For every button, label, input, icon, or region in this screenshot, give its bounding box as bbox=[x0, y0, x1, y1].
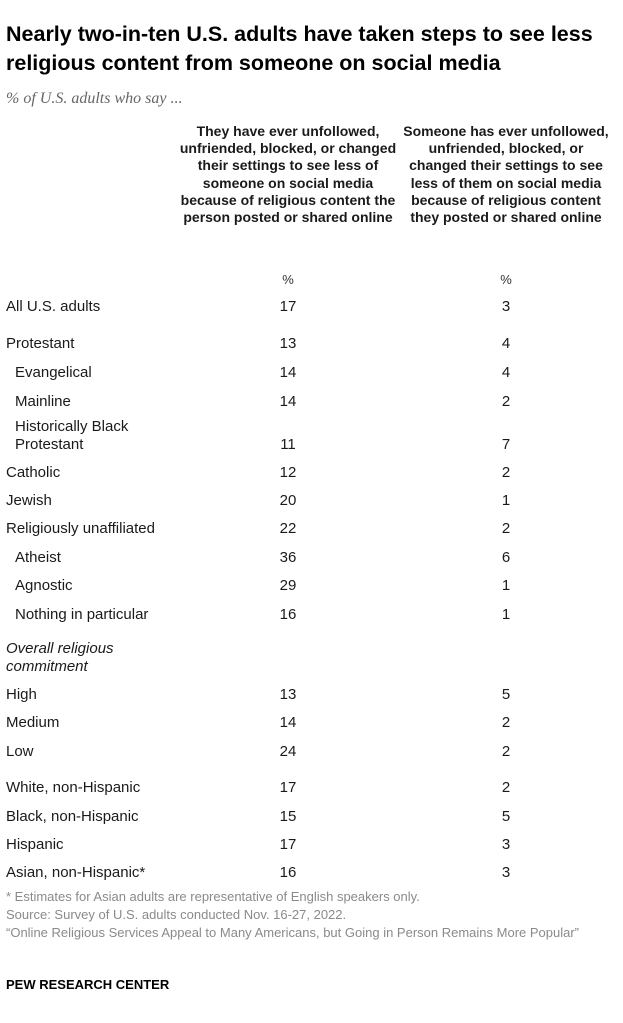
row-value-col2: 1 bbox=[501, 577, 511, 594]
row-value-col1: 14 bbox=[279, 714, 297, 731]
row-label: Evangelical bbox=[15, 364, 92, 381]
row-label: High bbox=[6, 686, 37, 703]
row-value-col1: 24 bbox=[279, 743, 297, 760]
asterisk-note: * Estimates for Asian adults are represe… bbox=[6, 889, 420, 904]
table-row: Black, non-Hispanic 15 5 bbox=[0, 808, 623, 834]
table-row: Agnostic 29 1 bbox=[0, 577, 623, 603]
row-value-col2: 3 bbox=[501, 298, 511, 315]
column-unit-2: % bbox=[500, 272, 512, 287]
chart-title: Nearly two-in-ten U.S. adults have taken… bbox=[6, 22, 593, 75]
row-value-col1: 12 bbox=[279, 464, 297, 481]
row-label: Catholic bbox=[6, 464, 61, 481]
row-label: Religiously unaffiliated bbox=[6, 520, 155, 537]
row-value-col1: 13 bbox=[279, 686, 297, 703]
row-value-col2: 5 bbox=[501, 808, 511, 825]
row-value-col2: 4 bbox=[501, 364, 511, 381]
table-row: White, non-Hispanic 17 2 bbox=[0, 779, 623, 805]
row-label: White, non-Hispanic bbox=[6, 779, 141, 796]
row-label: Asian, non-Hispanic* bbox=[6, 864, 146, 881]
row-label: Jewish bbox=[6, 492, 52, 509]
table-row: Atheist 36 6 bbox=[0, 549, 623, 575]
row-value-col2: 4 bbox=[501, 335, 511, 352]
row-value-col2: 1 bbox=[501, 492, 511, 509]
row-value-col2: 1 bbox=[501, 606, 511, 623]
row-value-col1: 13 bbox=[279, 335, 297, 352]
report-note: “Online Religious Services Appeal to Man… bbox=[6, 925, 579, 940]
table-row: Mainline 14 2 bbox=[0, 393, 623, 419]
row-value-col1: 17 bbox=[279, 779, 297, 796]
row-value-col1: 16 bbox=[279, 864, 297, 881]
row-label: Nothing in particular bbox=[15, 606, 149, 623]
row-value-col2: 7 bbox=[501, 436, 511, 453]
row-label: Black, non-Hispanic bbox=[6, 808, 139, 825]
row-value-col1: 14 bbox=[279, 393, 297, 410]
row-label: Low bbox=[6, 743, 34, 760]
row-value-col1: 17 bbox=[279, 836, 297, 853]
table-row: Religiously unaffiliated 22 2 bbox=[0, 520, 623, 546]
row-value-col1: 14 bbox=[279, 364, 297, 381]
table-row: Low 24 2 bbox=[0, 743, 623, 769]
row-value-col2: 3 bbox=[501, 864, 511, 881]
table-row: Catholic 12 2 bbox=[0, 464, 623, 490]
column-unit-1: % bbox=[282, 272, 294, 287]
row-label: All U.S. adults bbox=[6, 298, 101, 315]
row-value-col2: 2 bbox=[501, 714, 511, 731]
row-label: Medium bbox=[6, 714, 60, 731]
row-value-col2: 5 bbox=[501, 686, 511, 703]
row-value-col1: 36 bbox=[279, 549, 297, 566]
row-label: Mainline bbox=[15, 393, 71, 410]
source-note: Source: Survey of U.S. adults conducted … bbox=[6, 907, 347, 922]
table-row: Jewish 20 1 bbox=[0, 492, 623, 518]
table-row: Protestant 13 4 bbox=[0, 335, 623, 361]
column-header-1: They have ever unfollowed, unfriended, b… bbox=[179, 123, 397, 226]
table-row: Medium 14 2 bbox=[0, 714, 623, 740]
row-value-col2: 2 bbox=[501, 520, 511, 537]
row-value-col1: 17 bbox=[279, 298, 297, 315]
row-label: Atheist bbox=[15, 549, 61, 566]
row-label: Protestant bbox=[6, 335, 75, 352]
brand-label: PEW RESEARCH CENTER bbox=[6, 977, 170, 992]
table-row: All U.S. adults 17 3 bbox=[0, 298, 623, 324]
row-label: Historically Black Protestant bbox=[15, 418, 129, 453]
row-label: Hispanic bbox=[6, 836, 64, 853]
row-value-col2: 2 bbox=[501, 743, 511, 760]
column-header-2: Someone has ever unfollowed, unfriended,… bbox=[403, 123, 609, 226]
table-row: High 13 5 bbox=[0, 686, 623, 712]
row-value-col1: 16 bbox=[279, 606, 297, 623]
row-value-col1: 15 bbox=[279, 808, 297, 825]
table-row: Nothing in particular 16 1 bbox=[0, 606, 623, 632]
table-row: Historically Black Protestant 11 7 bbox=[0, 418, 623, 453]
row-value-col2: 2 bbox=[501, 464, 511, 481]
chart-subtitle: % of U.S. adults who say ... bbox=[6, 90, 183, 107]
table-row: Hispanic 17 3 bbox=[0, 836, 623, 862]
row-value-col1: 20 bbox=[279, 492, 297, 509]
footnotes: * Estimates for Asian adults are represe… bbox=[6, 888, 616, 942]
row-label: Agnostic bbox=[15, 577, 73, 594]
table-row: Overall religious commitment bbox=[0, 640, 623, 675]
row-value-col1: 29 bbox=[279, 577, 297, 594]
row-value-col1: 11 bbox=[280, 436, 296, 453]
row-value-col2: 2 bbox=[501, 779, 511, 796]
row-value-col2: 2 bbox=[501, 393, 511, 410]
row-label: Overall religious commitment bbox=[6, 640, 114, 675]
table-row: Asian, non-Hispanic* 16 3 bbox=[0, 864, 623, 890]
row-value-col2: 6 bbox=[501, 549, 511, 566]
row-value-col2: 3 bbox=[501, 836, 511, 853]
row-value-col1: 22 bbox=[279, 520, 297, 537]
table-row: Evangelical 14 4 bbox=[0, 364, 623, 390]
